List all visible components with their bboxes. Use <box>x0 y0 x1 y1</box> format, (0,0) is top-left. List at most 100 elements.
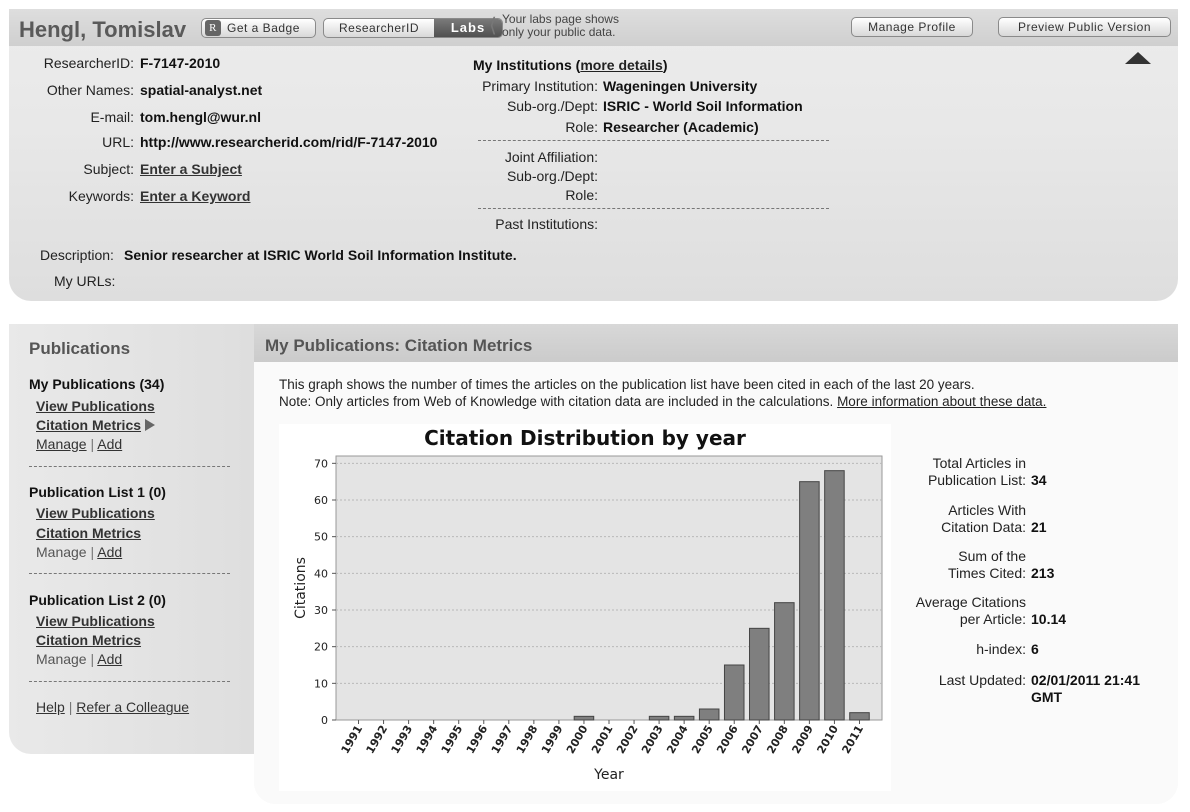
current-page-arrow-icon <box>145 419 156 431</box>
more-details-link[interactable]: more details <box>580 57 663 73</box>
more-information-link[interactable]: More information about these data. <box>837 394 1047 409</box>
h-index-value: 6 <box>1031 641 1039 657</box>
x-tick-label: 2002 <box>614 723 641 756</box>
sum-times-cited-label: Sum of the Times Cited: <box>947 548 1026 581</box>
enter-keyword-link[interactable]: Enter a Keyword <box>140 188 251 204</box>
list1-manage-text: Manage <box>36 544 87 560</box>
add-link[interactable]: Add <box>97 436 123 452</box>
list1-view-publications-link[interactable]: View Publications <box>36 505 155 521</box>
x-tick-label: 1992 <box>364 723 391 756</box>
other-names-value: spatial-analyst.net <box>140 82 263 98</box>
joint-role-label: Role: <box>565 187 598 203</box>
researcherid-tab[interactable]: ResearcherID <box>338 21 420 35</box>
x-tick-label: 1993 <box>389 723 416 756</box>
profile-header: Hengl, Tomislav R Get a Badge Researcher… <box>9 9 1178 46</box>
labs-note-line1: Your labs page shows <box>502 12 619 26</box>
email-label: E-mail: <box>90 109 134 125</box>
view-publications-link[interactable]: View Publications <box>36 398 155 414</box>
list2-citation-metrics-link[interactable]: Citation Metrics <box>36 632 142 648</box>
labs-tab[interactable]: Labs <box>434 19 502 37</box>
my-urls-label: My URLs: <box>54 273 116 289</box>
bar <box>849 712 870 721</box>
x-tick-label: 2004 <box>664 723 691 756</box>
list1-add-link[interactable]: Add <box>97 544 123 560</box>
x-tick-label: 1995 <box>439 723 466 756</box>
average-citations-value: 10.14 <box>1031 611 1067 627</box>
total-articles-value: 34 <box>1031 472 1047 488</box>
bar <box>774 602 795 721</box>
citation-chart: Citation Distribution by year 0 10 20 30 40 50… <box>279 424 891 791</box>
researcherid-labs-toggle[interactable]: ResearcherID Labs <box>323 18 503 38</box>
suborg-value: ISRIC - World Soil Information <box>603 98 803 114</box>
citation-metrics-link[interactable]: Citation Metrics <box>36 417 156 433</box>
divider <box>478 208 829 209</box>
y-tick-label: 40 <box>314 567 328 580</box>
x-tick-label: 1994 <box>414 723 441 756</box>
y-tick-label: 60 <box>314 494 328 507</box>
bar <box>749 627 770 721</box>
primary-institution-value: Wageningen University <box>603 78 758 94</box>
articles-with-citation-value: 21 <box>1031 519 1047 535</box>
labs-note: ⟨ Your labs page shows only your public … <box>489 13 619 39</box>
list1-citation-metrics-link[interactable]: Citation Metrics <box>36 525 142 541</box>
my-institutions-title: My Institutions (more details) <box>473 57 668 73</box>
url-value: http://www.researcherid.com/rid/F-7147-2… <box>140 134 438 150</box>
x-tick-label: 1991 <box>339 723 366 756</box>
researcherid-r-icon: R <box>205 20 221 36</box>
last-updated-value: 02/01/2011 21:41 GMT <box>1031 672 1140 705</box>
y-tick-label: 30 <box>314 604 328 617</box>
get-a-badge-label: Get a Badge <box>227 21 300 35</box>
divider <box>29 681 230 682</box>
graph-note: Note: Only articles from Web of Knowledg… <box>279 394 1047 409</box>
list2-add-link[interactable]: Add <box>97 651 123 667</box>
x-tick-label: 1996 <box>464 723 491 756</box>
help-link[interactable]: Help <box>36 699 65 715</box>
suborg-label: Sub-org./Dept: <box>506 98 598 114</box>
other-names-label: Other Names: <box>46 82 134 98</box>
url-label: URL: <box>102 134 134 150</box>
x-tick-label: 2011 <box>840 723 867 756</box>
help-refer-row: Help | Refer a Colleague <box>36 699 190 715</box>
citation-chart-svg: Citation Distribution by year 0 10 20 30 40 50… <box>293 426 883 783</box>
list2-manage-text: Manage <box>36 651 87 667</box>
total-articles-label: Total Articles in Publication List: <box>927 455 1026 488</box>
enter-subject-link[interactable]: Enter a Subject <box>140 161 242 177</box>
x-tick-label: 1997 <box>489 723 516 756</box>
researcherid-value: F-7147-2010 <box>140 55 221 71</box>
get-a-badge-button[interactable]: R Get a Badge <box>201 18 316 38</box>
publications-sidebar: Publications My Publications (34) View P… <box>9 324 254 754</box>
profile-name: Hengl, Tomislav <box>19 17 187 42</box>
x-tick-label: 2008 <box>764 723 791 756</box>
sidebar-title: Publications <box>29 339 131 358</box>
bar <box>824 470 845 721</box>
x-axis-label: Year <box>593 767 624 783</box>
keywords-label: Keywords: <box>68 188 134 204</box>
x-tick-label: 1999 <box>539 723 566 756</box>
x-tick-label: 2001 <box>589 723 616 756</box>
email-value: tom.hengl@wur.nl <box>140 109 261 125</box>
list2-view-publications-link[interactable]: View Publications <box>36 613 155 629</box>
collapse-arrow-icon[interactable] <box>1125 52 1151 64</box>
manage-profile-button[interactable]: Manage Profile <box>851 17 973 37</box>
bar <box>573 715 595 721</box>
role-value: Researcher (Academic) <box>603 119 759 135</box>
my-publications-heading: My Publications (34) <box>29 376 165 392</box>
x-tick-label: 2000 <box>564 723 591 756</box>
manage-link[interactable]: Manage <box>36 436 87 452</box>
y-tick-label: 10 <box>314 677 328 690</box>
divider <box>478 140 829 141</box>
chart-title: Citation Distribution by year <box>424 426 746 450</box>
citation-metrics-panel: My Publications: Citation Metrics This g… <box>254 324 1178 804</box>
y-tick-label: 20 <box>314 641 328 654</box>
researcherid-label: ResearcherID: <box>43 55 134 71</box>
x-tick-label: 2006 <box>714 723 741 756</box>
labs-note-line2: only your public data. <box>502 25 616 39</box>
preview-public-version-button[interactable]: Preview Public Version <box>998 17 1171 37</box>
list2-manage-add-row: Manage | Add <box>36 651 123 667</box>
x-tick-label: 2003 <box>639 723 666 756</box>
publication-list-1-heading: Publication List 1 (0) <box>29 484 166 500</box>
last-updated-label: Last Updated: <box>938 672 1026 688</box>
main-body: This graph shows the number of times the… <box>254 362 1178 804</box>
articles-with-citation-label: Articles With Citation Data: <box>941 502 1026 535</box>
refer-a-colleague-link[interactable]: Refer a Colleague <box>76 699 190 715</box>
